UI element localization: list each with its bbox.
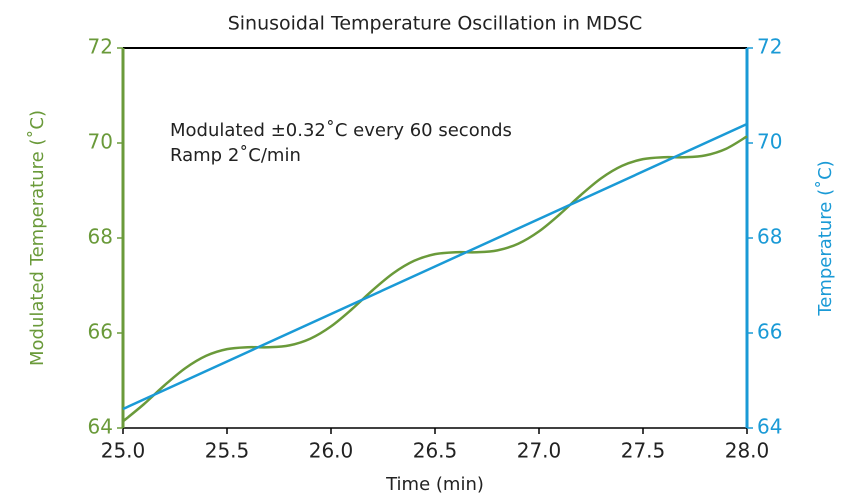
y2-tick-label: 66	[757, 320, 782, 344]
x-tick-label: 26.5	[413, 439, 458, 463]
x-tick-label: 27.0	[517, 439, 562, 463]
y-tick-label: 72	[88, 35, 113, 59]
series-line	[122, 122, 748, 411]
x-tick-label: 25.5	[205, 439, 250, 463]
y2-tick-label: 72	[757, 35, 782, 59]
y-tick-label: 68	[88, 225, 113, 249]
y-tick-label: 70	[88, 130, 113, 154]
y2-tick-label: 70	[757, 130, 782, 154]
series-line	[122, 135, 748, 423]
x-tick-label: 27.5	[621, 439, 666, 463]
y-tick-label: 64	[88, 415, 113, 439]
x-tick-label: 28.0	[725, 439, 770, 463]
y-axis-label: Modulated Temperature (˚C)	[27, 110, 48, 366]
y-tick-label: 66	[88, 320, 113, 344]
x-tick-label: 25.0	[101, 439, 146, 463]
y2-axis-label: Temperature (˚C)	[815, 160, 836, 316]
x-tick-label: 26.0	[309, 439, 354, 463]
annotation: Ramp 2˚C/min	[170, 145, 301, 166]
y2-tick-label: 68	[757, 225, 782, 249]
x-axis-label: Time (min)	[385, 474, 484, 495]
annotation: Modulated ±0.32˚C every 60 seconds	[170, 120, 512, 141]
y2-tick-label: 64	[757, 415, 782, 439]
chart-title: Sinusoidal Temperature Oscillation in MD…	[228, 13, 643, 35]
